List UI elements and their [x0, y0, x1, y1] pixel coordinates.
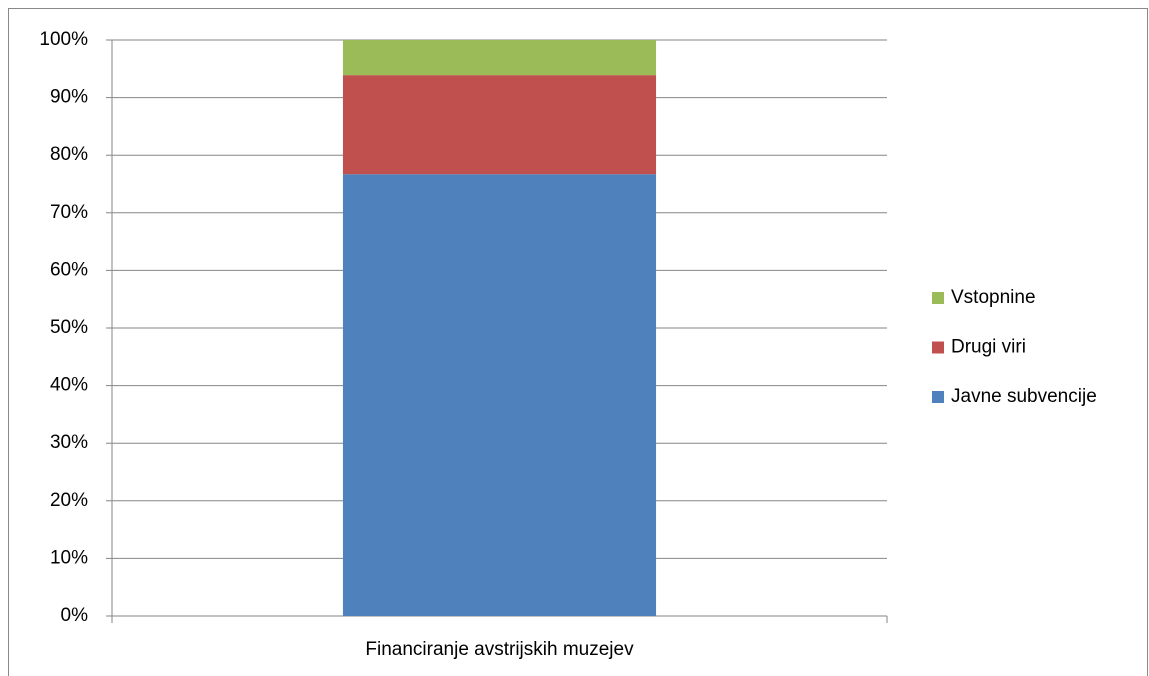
y-tick-label: 60%	[50, 259, 88, 280]
legend-label: Drugi viri	[951, 337, 1026, 358]
y-tick-label: 90%	[50, 87, 88, 108]
bar-segment	[342, 40, 657, 76]
y-tick-label: 0%	[61, 605, 89, 626]
legend-label: Javne subvencije	[951, 386, 1097, 407]
y-tick-label: 50%	[50, 317, 88, 338]
y-tick-label: 10%	[50, 547, 88, 568]
bar-segment	[342, 75, 657, 175]
y-tick-label: 20%	[50, 490, 88, 511]
y-tick-label: 30%	[50, 432, 88, 453]
y-tick-label: 40%	[50, 375, 88, 396]
legend-swatch	[932, 391, 944, 403]
legend-label: Vstopnine	[951, 287, 1036, 308]
y-tick-label: 70%	[50, 202, 88, 223]
chart-frame	[8, 8, 1148, 676]
legend-swatch	[932, 341, 944, 354]
y-tick-label: 80%	[50, 144, 88, 165]
legend-swatch	[932, 292, 944, 304]
x-tick-label: Financiranje avstrijskih muzejev	[365, 639, 634, 660]
y-tick-label: 100%	[39, 29, 88, 50]
bar-segment	[342, 174, 657, 616]
